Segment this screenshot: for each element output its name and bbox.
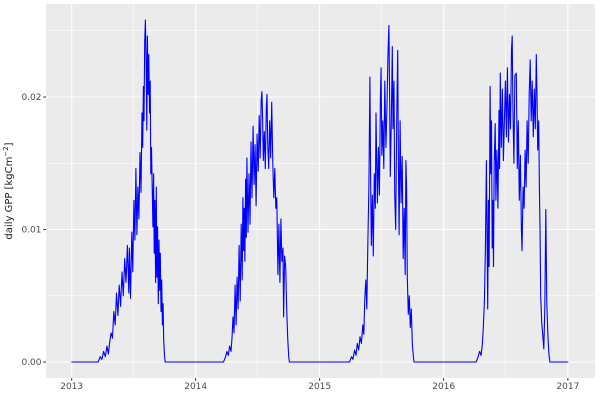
gpp-line-series: [71, 19, 569, 363]
x-tick-label-2015: 2015: [308, 382, 331, 392]
y-axis-title-superscript: −2: [2, 146, 10, 156]
y-axis-title: daily GPP [kgCm−2]: [2, 142, 15, 239]
major-gridlines: [46, 4, 595, 378]
x-tick-label-2013: 2013: [60, 382, 83, 392]
axis-tick-marks: [43, 96, 569, 381]
minor-gridlines: [46, 4, 595, 378]
x-tick-label-2016: 2016: [432, 382, 455, 392]
y-axis-title-close-bracket: ]: [4, 142, 15, 146]
x-tick-label-2014: 2014: [184, 382, 207, 392]
x-tick-label-2017: 2017: [556, 382, 579, 392]
y-tick-label-0.00: 0.00: [21, 358, 41, 368]
y-axis-title-main: daily GPP [kgCm: [4, 157, 15, 240]
y-tick-label-0.01: 0.01: [21, 226, 41, 236]
y-tick-label-0.02: 0.02: [21, 93, 41, 103]
